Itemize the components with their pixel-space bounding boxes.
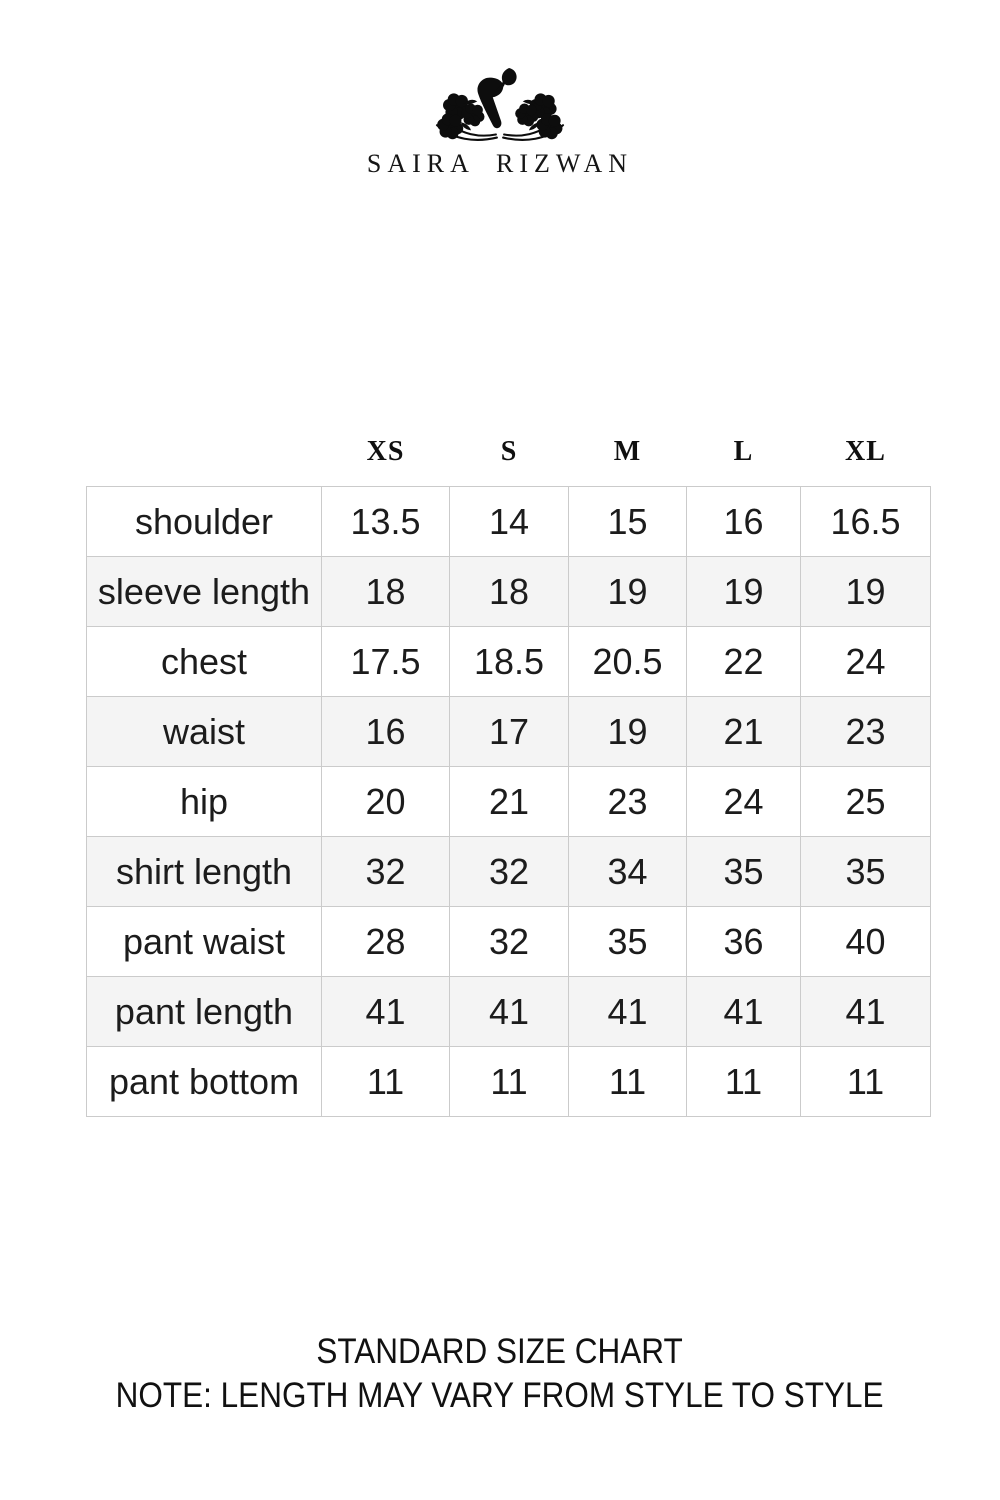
cell-sleeve-length-xs: 18 <box>321 556 450 627</box>
cell-chest-l: 22 <box>686 626 801 697</box>
row-label-shirt-length: shirt length <box>86 836 322 907</box>
row-label-hip: hip <box>86 766 322 837</box>
cell-sleeve-length-m: 19 <box>568 556 687 627</box>
cell-waist-l: 21 <box>686 696 801 767</box>
cell-pant-length-xs: 41 <box>321 976 450 1047</box>
column-header-xs: XS <box>366 436 405 467</box>
cell-pant-length-l: 41 <box>686 976 801 1047</box>
cell-waist-m: 19 <box>568 696 687 767</box>
cell-shirt-length-xl: 35 <box>800 836 931 907</box>
cell-hip-xl: 25 <box>800 766 931 837</box>
cell-shoulder-xl: 16.5 <box>800 486 931 557</box>
cell-pant-bottom-s: 11 <box>449 1046 569 1117</box>
cell-chest-s: 18.5 <box>449 626 569 697</box>
brand-emblem-icon <box>435 68 565 141</box>
cell-sleeve-length-xl: 19 <box>800 556 931 627</box>
table-row: pant bottom 11 11 11 11 11 <box>86 1046 931 1117</box>
size-header-row: XS S M L XL <box>87 418 931 487</box>
cell-pant-waist-s: 32 <box>449 906 569 977</box>
size-chart-table: XS S M L XL shoulder 13.5 14 15 16 16.5 sleeve len… <box>86 418 931 1117</box>
cell-waist-s: 17 <box>449 696 569 767</box>
column-header-m: M <box>613 436 642 467</box>
cell-pant-bottom-m: 11 <box>568 1046 687 1117</box>
cell-shoulder-m: 15 <box>568 486 687 557</box>
table-row: waist 16 17 19 21 23 <box>86 696 931 767</box>
size-chart: XS S M L XL shoulder 13.5 14 15 16 16.5 sleeve len… <box>86 418 931 1117</box>
row-label-shoulder: shoulder <box>86 486 322 557</box>
row-label-pant-bottom: pant bottom <box>86 1046 322 1117</box>
cell-pant-waist-xs: 28 <box>321 906 450 977</box>
table-row: shirt length 32 32 34 35 35 <box>86 836 931 907</box>
header-corner-cell <box>87 418 322 487</box>
cell-waist-xl: 23 <box>800 696 931 767</box>
cell-pant-length-xl: 41 <box>800 976 931 1047</box>
cell-shoulder-xs: 13.5 <box>321 486 450 557</box>
cell-hip-m: 23 <box>568 766 687 837</box>
cell-waist-xs: 16 <box>321 696 450 767</box>
cell-shoulder-l: 16 <box>686 486 801 557</box>
column-header-xl: XL <box>845 436 886 467</box>
cell-sleeve-length-s: 18 <box>449 556 569 627</box>
table-row: chest 17.5 18.5 20.5 22 24 <box>86 626 931 697</box>
cell-chest-xs: 17.5 <box>321 626 450 697</box>
cell-pant-waist-xl: 40 <box>800 906 931 977</box>
cell-shirt-length-xs: 32 <box>321 836 450 907</box>
brand-name: SAIRA RIZWAN <box>366 149 634 178</box>
column-header-s: S <box>500 436 518 467</box>
cell-chest-m: 20.5 <box>568 626 687 697</box>
row-label-pant-waist: pant waist <box>86 906 322 977</box>
column-header-l: L <box>733 436 754 467</box>
cell-pant-length-m: 41 <box>568 976 687 1047</box>
cell-pant-waist-m: 35 <box>568 906 687 977</box>
cell-pant-bottom-xl: 11 <box>800 1046 931 1117</box>
cell-shoulder-s: 14 <box>449 486 569 557</box>
cell-pant-waist-l: 36 <box>686 906 801 977</box>
cell-pant-bottom-l: 11 <box>686 1046 801 1117</box>
table-row: hip 20 21 23 24 25 <box>86 766 931 837</box>
row-label-sleeve-length: sleeve length <box>86 556 322 627</box>
row-label-waist: waist <box>86 696 322 767</box>
cell-sleeve-length-l: 19 <box>686 556 801 627</box>
row-label-chest: chest <box>86 626 322 697</box>
table-row: sleeve length 18 18 19 19 19 <box>86 556 931 627</box>
cell-hip-s: 21 <box>449 766 569 837</box>
cell-hip-l: 24 <box>686 766 801 837</box>
brand-logo: SAIRA RIZWAN <box>0 62 1000 179</box>
cell-shirt-length-s: 32 <box>449 836 569 907</box>
cell-pant-bottom-xs: 11 <box>321 1046 450 1117</box>
row-label-pant-length: pant length <box>86 976 322 1047</box>
cell-shirt-length-m: 34 <box>568 836 687 907</box>
table-row: shoulder 13.5 14 15 16 16.5 <box>86 486 931 557</box>
chart-caption: STANDARD SIZE CHART NOTE: LENGTH MAY VAR… <box>0 1330 1000 1418</box>
caption-title: STANDARD SIZE CHART <box>316 1332 684 1371</box>
table-row: pant length 41 41 41 41 41 <box>86 976 931 1047</box>
table-row: pant waist 28 32 35 36 40 <box>86 906 931 977</box>
cell-chest-xl: 24 <box>800 626 931 697</box>
cell-pant-length-s: 41 <box>449 976 569 1047</box>
cell-shirt-length-l: 35 <box>686 836 801 907</box>
caption-note: NOTE: LENGTH MAY VARY FROM STYLE TO STYL… <box>116 1376 884 1415</box>
cell-hip-xs: 20 <box>321 766 450 837</box>
